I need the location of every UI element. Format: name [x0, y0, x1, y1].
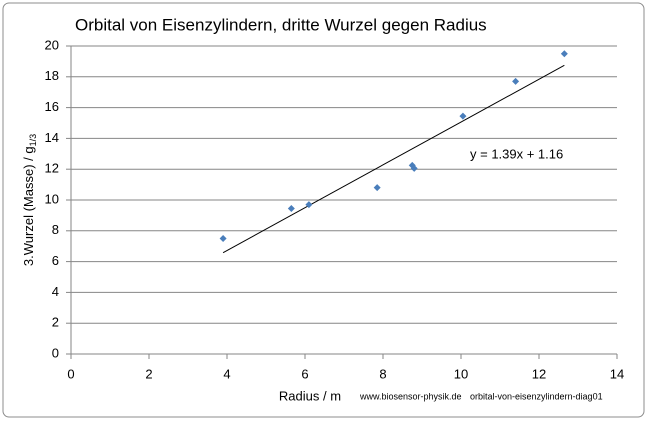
x-tick-label: 6: [301, 366, 308, 381]
y-tick-label: 16: [45, 99, 59, 114]
x-tick-label: 10: [454, 366, 468, 381]
data-point: [219, 235, 227, 242]
y-tick-label: 6: [52, 253, 59, 268]
y-tick-label: 8: [52, 222, 59, 237]
x-tick-label: 12: [532, 366, 546, 381]
data-point: [410, 164, 418, 172]
y-tick-label: 12: [45, 161, 59, 176]
y-axis-label: 3.Wurzel (Masse) / g1/3: [21, 134, 38, 266]
data-point: [305, 201, 313, 209]
y-axis-label-sub: 1/3: [28, 134, 38, 147]
x-tick-label: 14: [610, 366, 624, 381]
y-tick-label: 10: [45, 191, 59, 206]
x-tick-label: 4: [223, 366, 230, 381]
y-axis-label-main: 3.Wurzel (Masse) / g: [21, 146, 36, 266]
y-tick-label: 14: [45, 130, 59, 145]
y-tick-label: 18: [45, 68, 59, 83]
data-point: [512, 77, 520, 85]
footer-id: orbital-von-eisenzylindern-diag01: [470, 391, 603, 401]
x-axis-label: Radius / m: [279, 388, 341, 403]
data-point: [560, 50, 568, 58]
trendline: [222, 64, 565, 254]
footer-url: www.biosensor-physik.de: [359, 391, 462, 401]
data-point: [373, 184, 381, 192]
x-tick-label: 0: [67, 366, 74, 381]
y-tick-label: 20: [45, 37, 59, 52]
chart-title: Orbital von Eisenzylindern, dritte Wurze…: [75, 15, 487, 34]
trendline-equation: y = 1.39x + 1.16: [470, 146, 563, 161]
chart-frame: [2, 2, 645, 418]
x-tick-label: 8: [379, 366, 386, 381]
y-tick-label: 0: [52, 345, 59, 360]
data-point: [459, 112, 467, 120]
data-point: [287, 204, 295, 212]
x-tick-label: 2: [145, 366, 152, 381]
y-tick-label: 4: [52, 284, 59, 299]
y-tick-label: 2: [52, 315, 59, 330]
